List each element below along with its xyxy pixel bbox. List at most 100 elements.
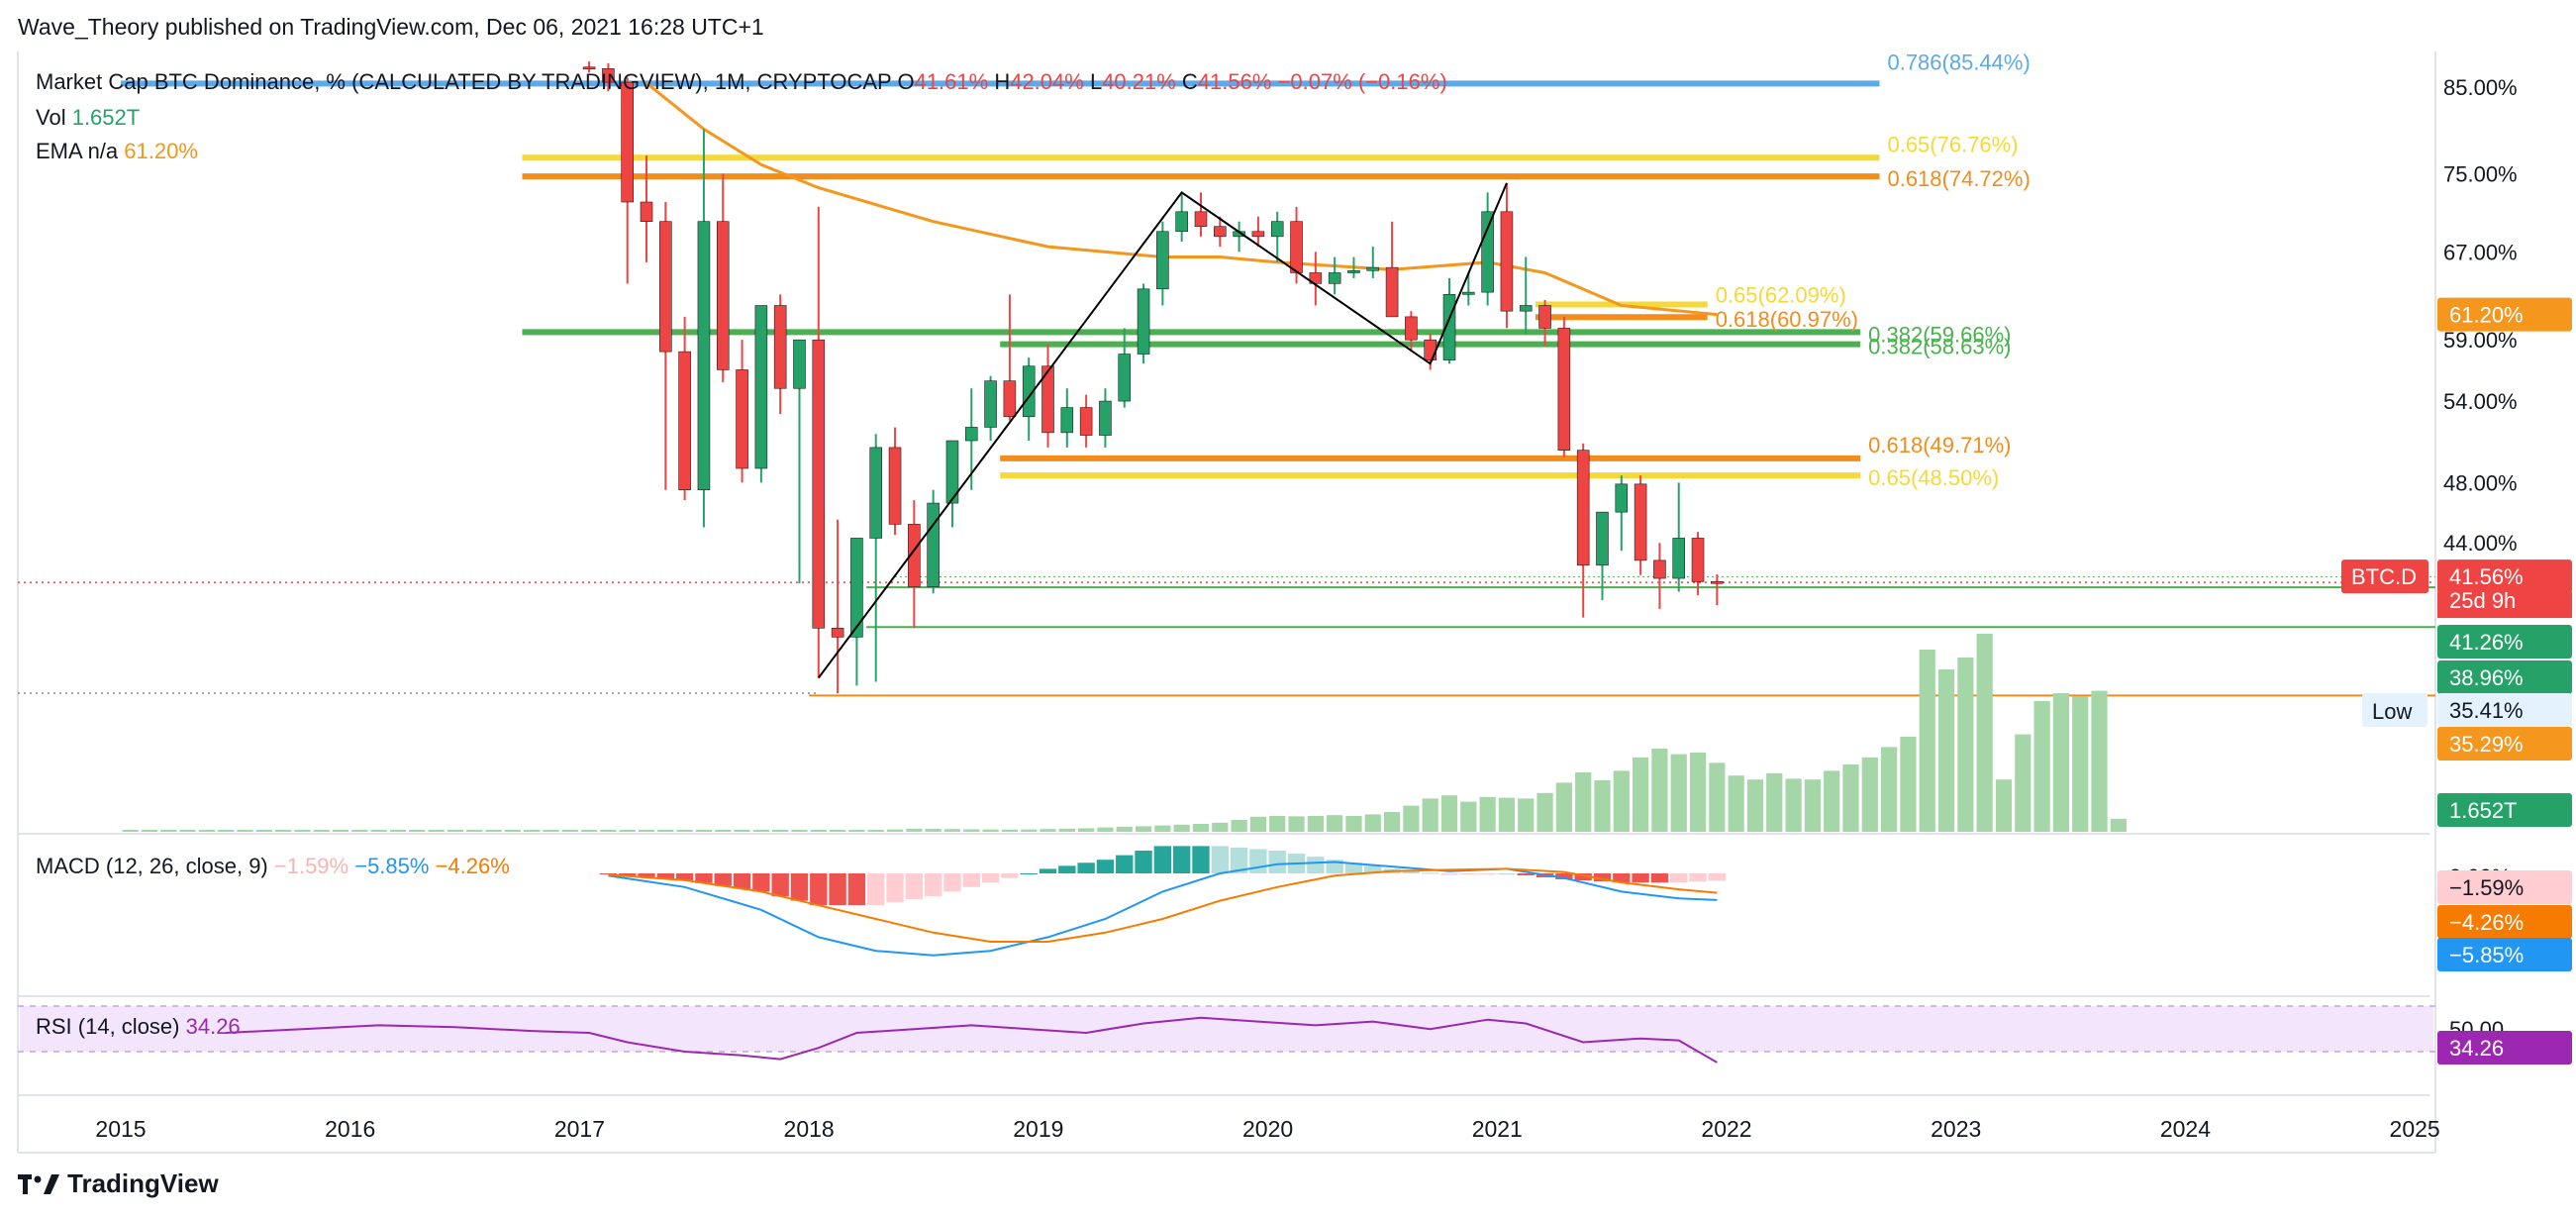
volume-bar [1881,747,1898,832]
macd-histogram-bar [1039,868,1057,873]
low-tag: Low [2372,699,2412,724]
tradingview-brand[interactable]: TradingView [18,1168,219,1199]
macd-histogram-bar [1096,860,1115,873]
candle-body [1290,221,1303,273]
fib-level-label: 0.618(74.72%) [1887,166,2030,191]
volume-bar [657,830,674,832]
candle-body [1691,538,1705,582]
volume-bar [1785,778,1802,832]
volume-bar [275,830,292,832]
rsi-band [20,1006,2433,1052]
candle-body [697,221,711,491]
volume-price-label: 1.652T [2449,798,2518,823]
volume-bar [1861,757,1878,832]
countdown-label: 25d 9h [2449,588,2516,613]
fib-level-label: 0.786(85.44%) [1887,50,2030,74]
volume-bar [1766,772,1783,832]
volume-bar [1154,825,1171,832]
volume-bar [1613,770,1630,832]
symbol-tag-bg [2341,559,2428,594]
level-price-label: 41.26% [2449,630,2524,655]
volume-bar [676,830,693,832]
macd-histogram-bar [943,873,961,892]
macd-histogram-bar [1689,873,1707,882]
low-price-label: 35.41% [2449,698,2524,723]
volume-bar [1269,816,1286,832]
time-tick-label: 2024 [2160,1116,2211,1142]
fib-level-label: 0.618(49.71%) [1868,433,2011,457]
candle-body [678,351,691,491]
candle-body [773,305,787,389]
time-tick-label: 2021 [1472,1116,1523,1142]
rsi-title: RSI (14, close) [36,1014,186,1039]
volume-bar [524,830,541,832]
rsi-value: 34.26 [186,1014,241,1039]
macd-histogram-bar [829,873,846,906]
candle-body [736,369,748,469]
macd-histogram-bar [1211,846,1229,873]
candle-body [1003,380,1017,418]
volume-bar [810,830,827,832]
candle-body [1557,328,1571,451]
candle-body [754,305,768,469]
volume-bar [1594,780,1611,832]
volume-bar [1078,828,1095,832]
candle-body [1385,266,1399,318]
volume-bar [943,829,961,832]
level-price-label-bg [2437,660,2572,694]
volume-bar [1824,770,1840,832]
low-price-label-bg [2437,693,2572,727]
candle-body [1328,272,1341,284]
macd-signal-value: −4.26% [436,854,510,878]
rsi-legend: RSI (14, close) 34.26 [36,1014,241,1039]
candle-body [888,447,902,525]
volume-bar [1518,798,1535,832]
volume-bar [848,830,865,832]
volume-bar [1498,797,1516,832]
volume-bar [1422,798,1438,832]
macd-histogram-bar [867,873,885,906]
macd-histogram-bar [771,873,789,896]
volume-bar [504,830,521,832]
volume-bar [1021,829,1038,832]
candle-body [793,339,806,389]
volume-bar [1097,827,1114,832]
candle-body [1424,339,1437,360]
volume-bar [772,830,789,832]
level-price-label-bg [2437,625,2572,659]
candle-body [1500,211,1514,312]
candle-body [1442,294,1456,360]
volume-bar [1403,805,1420,832]
volume-bar [1804,779,1822,832]
macd-line-label-bg [2437,938,2572,971]
volume-bar [141,830,158,832]
macd-histogram-bar [1020,873,1038,874]
candle-body [1519,305,1533,312]
volume-bar [1307,816,1324,832]
legend-part: O [897,69,914,94]
time-tick-label: 2023 [1931,1116,1981,1142]
volume-bar [734,830,750,832]
low-tag-bg [2362,693,2427,727]
publisher-credit: Wave_Theory published on TradingView.com… [18,14,764,40]
macd-histogram-bar [1402,870,1421,873]
price-tick-label: 48.00% [2443,470,2518,495]
legend-part: C [1182,69,1198,94]
volume-bar [886,829,904,832]
legend-part: Market Cap BTC Dominance, % (CALCULATED … [36,69,897,94]
volume-bar [1364,814,1381,832]
volume-bar [332,830,349,832]
rsi-line [226,1016,1718,1064]
macd-histogram-bar [1001,873,1019,878]
volume-bar [1192,824,1210,832]
macd-histogram-bar [981,873,1000,883]
macd-histogram-bar [886,873,904,903]
candle-body [659,221,672,353]
macd-histogram-bar [1650,873,1669,883]
legend-part: −0.07% (−0.16%) [1278,69,1447,94]
macd-histogram-bar [1498,873,1516,874]
rsi-price-label-bg [2437,1031,2572,1065]
macd-histogram-bar [752,873,770,892]
volume-bar [543,830,559,832]
candle-body [640,201,653,222]
